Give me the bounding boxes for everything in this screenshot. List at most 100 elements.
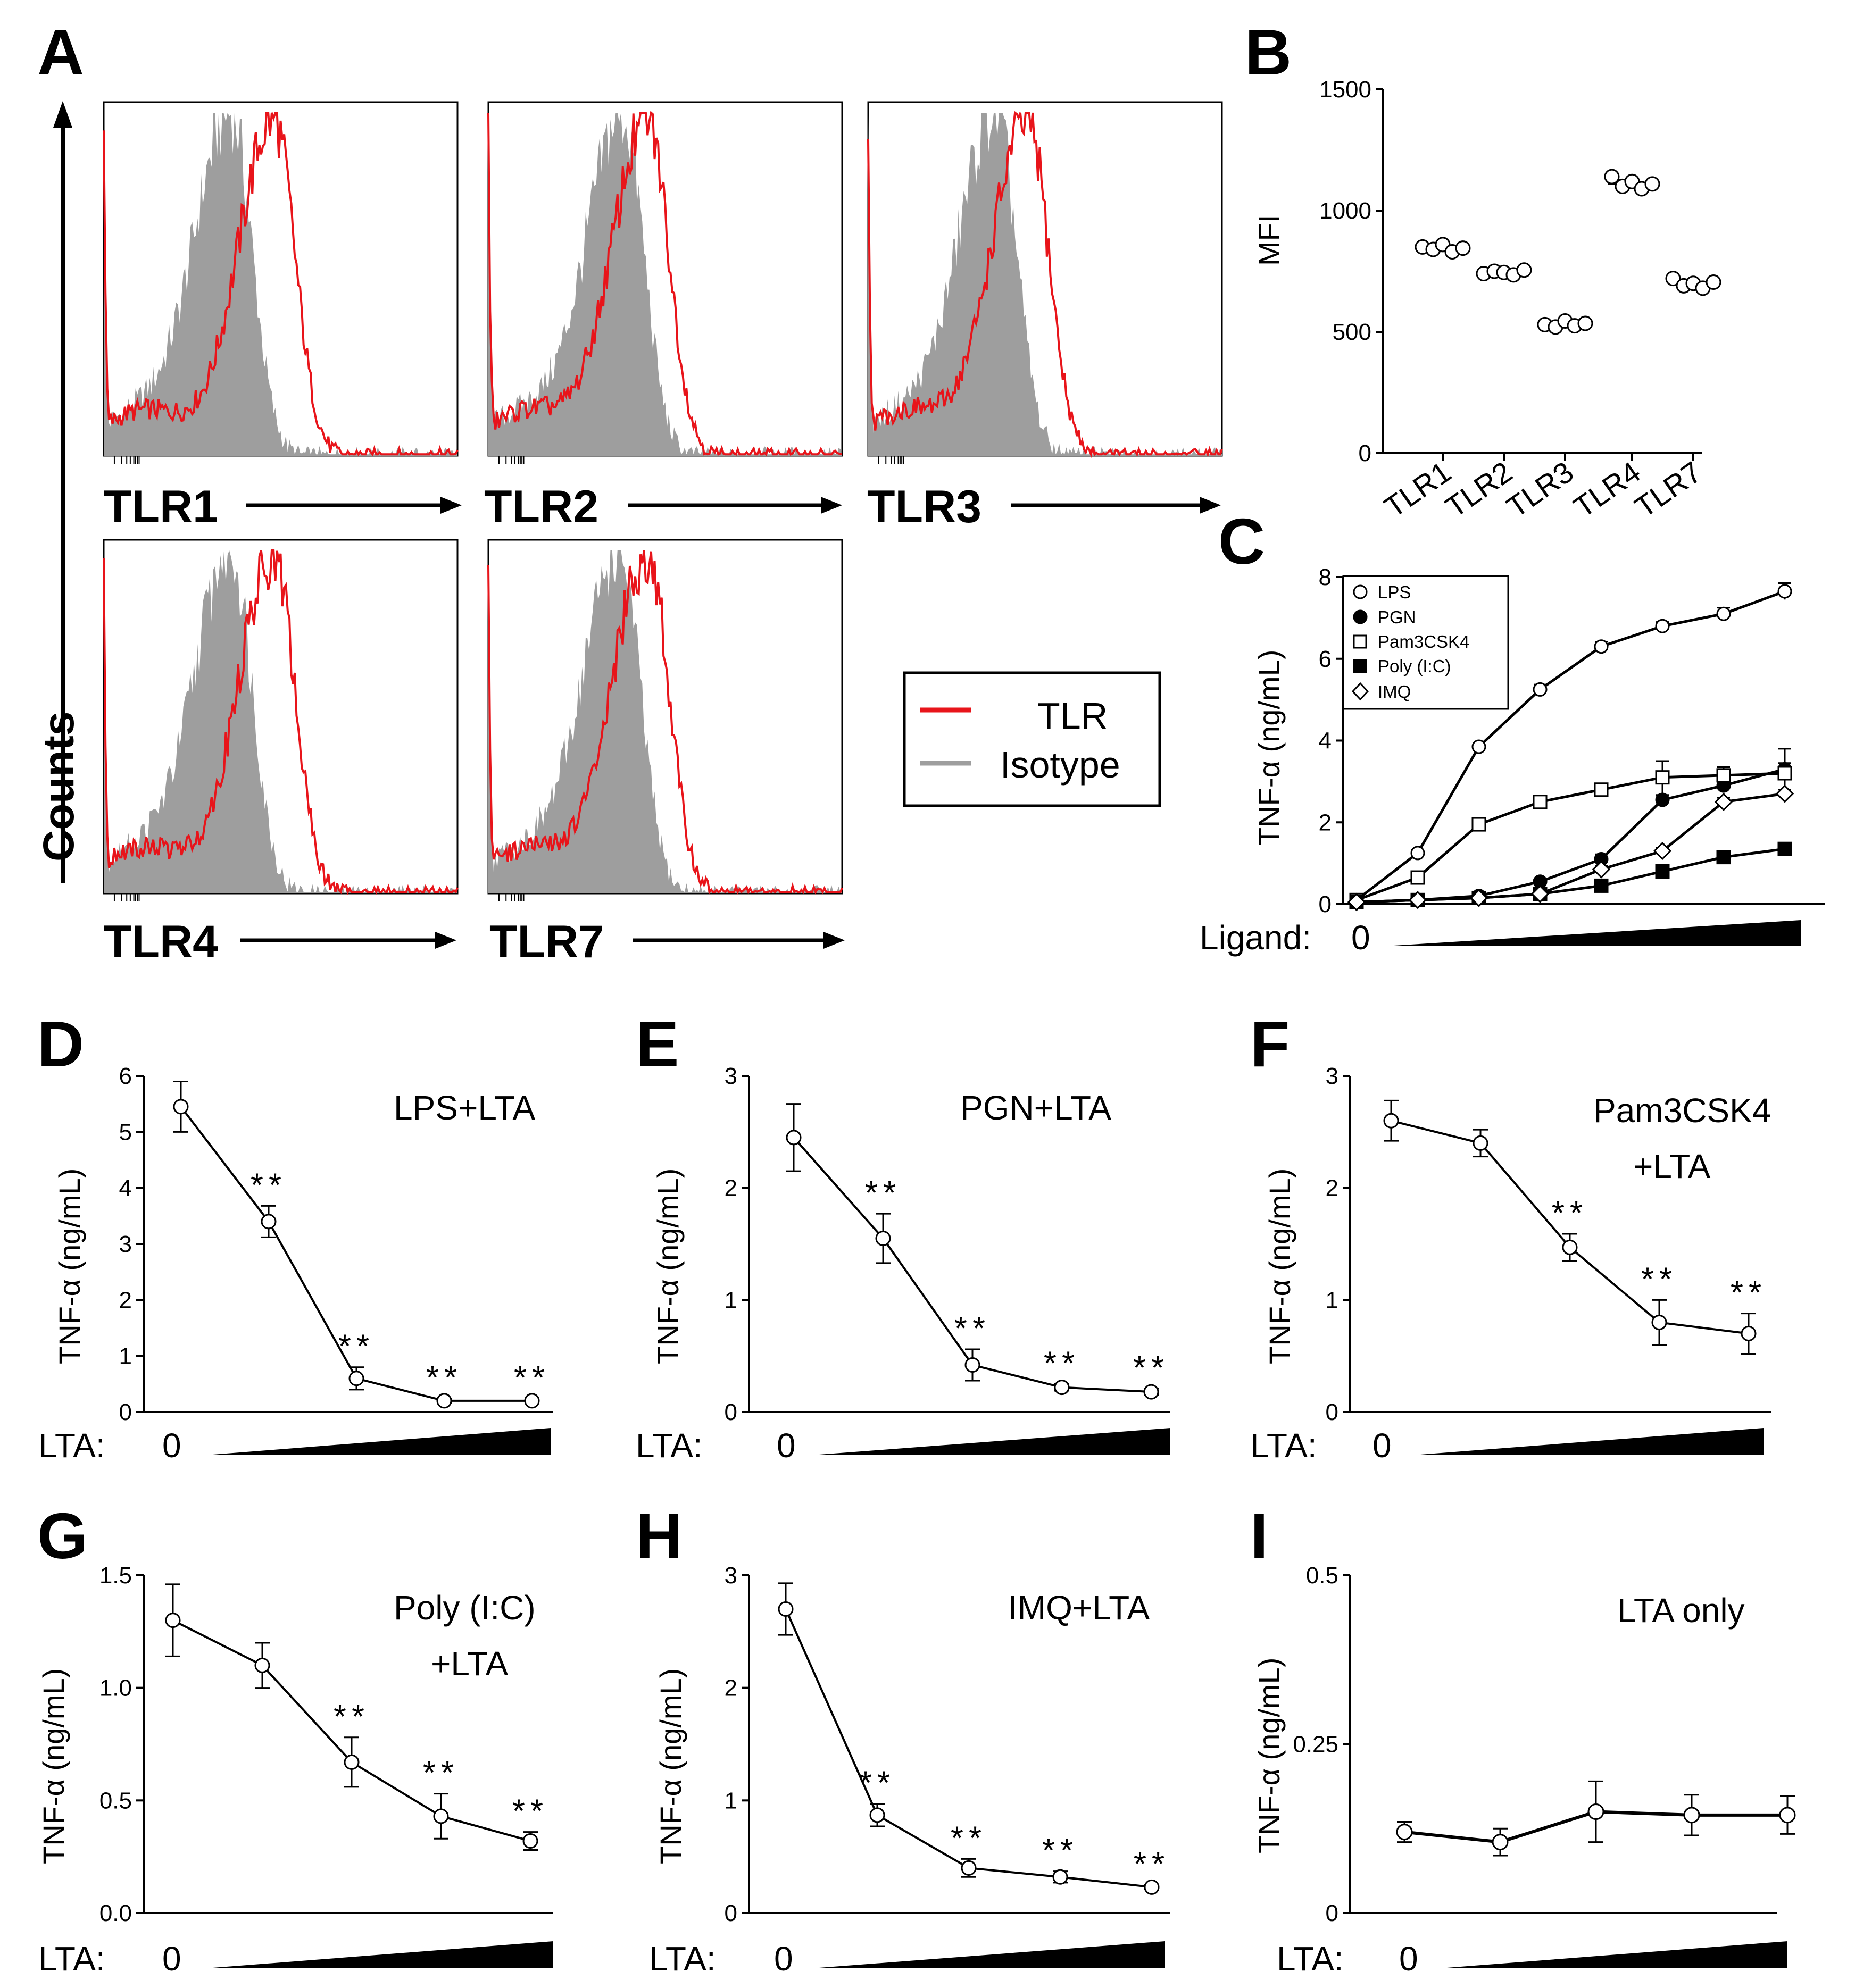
lta-dose-wedge	[1447, 1941, 1787, 1968]
data-point	[522, 1833, 538, 1849]
data-point	[1471, 817, 1486, 832]
series-line	[1355, 590, 1785, 901]
y-tick-label: 0.0	[99, 1900, 132, 1926]
series-line	[1356, 772, 1785, 901]
g-x0-label: 0	[162, 1940, 181, 1978]
y-tick-label: 8	[1319, 564, 1332, 590]
panel-g: G TNF-α (ng/mL) LTA: 0 Poly (I:C) +LTA 0…	[37, 1500, 553, 1978]
g-condition-label-line2: +LTA	[431, 1644, 509, 1683]
f-x0-label: 0	[1372, 1426, 1392, 1465]
i-x-axis-label: LTA:	[1277, 1940, 1344, 1978]
tlr-histogram	[103, 549, 459, 895]
legend-label-pgn: PGN	[1378, 607, 1416, 627]
data-point	[1594, 878, 1609, 893]
data-point	[1653, 841, 1672, 861]
isotype-histogram	[488, 113, 842, 456]
y-tick-label: 3	[725, 1563, 737, 1589]
significance-label: **	[1133, 1350, 1169, 1386]
x-tick-label: TLR1	[1378, 455, 1457, 524]
data-point	[786, 1130, 802, 1146]
d-condition-label: LPS+LTA	[394, 1089, 536, 1127]
panel-label-c: C	[1218, 505, 1265, 578]
legend-label-pam3csk4: Pam3CSK4	[1378, 632, 1469, 651]
data-point	[1144, 1879, 1160, 1895]
e-x0-label: 0	[777, 1426, 796, 1465]
data-point	[1775, 784, 1794, 803]
y-tick-label: 0	[1326, 1900, 1338, 1926]
data-point	[1716, 606, 1731, 621]
panel-label-f: F	[1250, 1008, 1290, 1080]
data-point	[1594, 782, 1609, 797]
legend-label-imq: IMQ	[1378, 682, 1411, 701]
panel-d: D TNF-α (ng/mL) LTA: 0 LPS+LTA 0 1 2 3 4 5 6 **…	[37, 1008, 553, 1465]
y-tick-label: 2	[725, 1675, 737, 1701]
data-point	[1054, 1380, 1070, 1396]
series-line	[1356, 792, 1785, 904]
h-y-axis-label: TNF-α (ng/mL)	[654, 1668, 687, 1864]
y-tick-label: 4	[1319, 728, 1332, 754]
data-point	[1530, 884, 1550, 903]
significance-label: **	[251, 1167, 287, 1204]
data-point	[1777, 841, 1792, 856]
significance-label: **	[512, 1793, 548, 1830]
panel-label-e: E	[636, 1008, 679, 1080]
y-tick-label: 0	[725, 1399, 737, 1425]
i-y-axis-label: TNF-α (ng/mL)	[1252, 1658, 1286, 1853]
significance-label: **	[1134, 1846, 1170, 1883]
y-tick-label: 1	[119, 1343, 132, 1369]
histogram-label: TLR7	[489, 916, 604, 967]
y-tick-label: 2	[1319, 809, 1332, 836]
f-condition-label-line2: +LTA	[1633, 1147, 1711, 1185]
y-tick-label: 0	[1326, 1399, 1338, 1425]
g-condition-label-line1: Poly (I:C)	[394, 1589, 536, 1627]
f-x-axis-label: LTA:	[1250, 1426, 1317, 1465]
tlr-histogram	[487, 550, 843, 895]
y-tick-label: 0	[725, 1900, 737, 1926]
data-point	[1777, 584, 1792, 599]
data-point	[1644, 176, 1660, 192]
panel-label-b: B	[1245, 16, 1292, 88]
legend-label-lps: LPS	[1378, 582, 1411, 602]
y-tick-label: 4	[119, 1175, 132, 1201]
data-point	[173, 1099, 189, 1115]
panel-c: C TNF-α (ng/mL) Ligand: 0 0 2 4 6 8 LPS PGN …	[1200, 505, 1825, 957]
histogram-tlr2: TLR2	[484, 101, 843, 532]
c-legend: LPS PGN Pam3CSK4 Poly (I:C) IMQ	[1342, 575, 1509, 710]
data-point	[1779, 1807, 1796, 1824]
data-point	[1562, 1239, 1578, 1255]
x-tick-label: TLR7	[1629, 455, 1708, 524]
data-point	[1665, 271, 1681, 287]
y-tick-label: 5	[119, 1119, 132, 1145]
significance-label: **	[954, 1310, 991, 1347]
h-x-axis-label: LTA:	[649, 1940, 716, 1978]
significance-label: **	[514, 1360, 550, 1397]
data-point	[1587, 1803, 1604, 1820]
y-tick-label: 1	[725, 1287, 737, 1313]
g-y-axis-label: TNF-α (ng/mL)	[37, 1668, 70, 1864]
legend-box	[903, 671, 1161, 807]
data-point	[1714, 792, 1733, 811]
panel-e: E TNF-α (ng/mL) LTA: 0 PGN+LTA 0 1 2 3 ** ** *…	[636, 1008, 1170, 1465]
data-point	[1473, 1135, 1488, 1151]
tlr-histogram	[103, 112, 459, 457]
data-point	[1651, 1314, 1667, 1330]
series-imq	[1347, 784, 1794, 912]
f-y-axis-label: TNF-α (ng/mL)	[1263, 1168, 1296, 1364]
y-tick-label: 1.5	[99, 1563, 132, 1589]
y-tick-label: 0.5	[99, 1787, 132, 1814]
data-point	[1716, 850, 1731, 865]
data-point	[1706, 274, 1721, 290]
x-tick-label: TLR3	[1501, 455, 1579, 524]
data-point	[165, 1613, 181, 1628]
data-point	[1655, 864, 1670, 879]
significance-label: **	[1044, 1345, 1080, 1382]
i-condition-label: LTA only	[1617, 1591, 1745, 1630]
legend-marker-lps	[1353, 584, 1368, 599]
data-point	[1577, 315, 1593, 331]
significance-label: **	[426, 1360, 462, 1397]
legend-label-isotype: Isotype	[1000, 744, 1120, 786]
histogram-tlr7: TLR7	[487, 539, 845, 967]
legend-marker-polyic	[1353, 659, 1367, 673]
significance-label: **	[859, 1765, 895, 1802]
y-tick-label: 1	[725, 1787, 737, 1814]
